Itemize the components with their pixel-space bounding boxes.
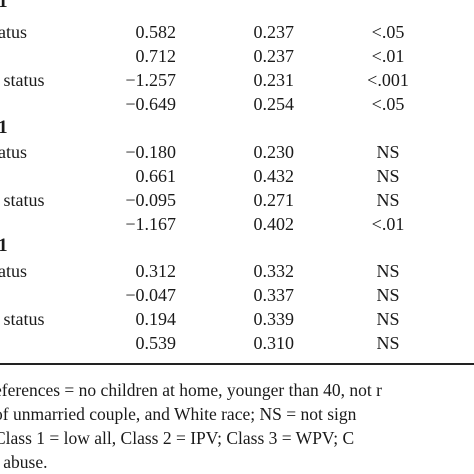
estimate-cell: −1.257 [125, 70, 176, 90]
se-cell: 0.337 [253, 285, 295, 305]
table-bottom-rule [0, 363, 474, 365]
se-cell: 0.432 [253, 166, 295, 186]
p-cell: <.01 [371, 214, 405, 234]
footnote-line: of unmarried couple, and White race; NS … [0, 404, 357, 424]
estimate-cell: −0.095 [125, 190, 176, 210]
estimate-cell: 0.582 [135, 22, 177, 42]
p-cell: NS [376, 285, 400, 305]
se-cell: 0.237 [253, 22, 295, 42]
block-heading: s 1 [0, 117, 8, 138]
p-cell: NS [376, 142, 400, 162]
p-cell: NS [376, 309, 400, 329]
footnote-line: eferences = no children at home, younger… [0, 380, 382, 400]
estimate-cell: 0.539 [135, 333, 177, 353]
footnote-line: l abuse. [0, 452, 48, 472]
row-label: al status [0, 309, 45, 329]
p-cell: NS [376, 261, 400, 281]
estimate-cell: 0.712 [135, 46, 177, 66]
se-cell: 0.402 [253, 214, 295, 234]
row-label: status [0, 142, 28, 162]
estimate-cell: 0.661 [135, 166, 177, 186]
estimate-cell: −0.649 [125, 94, 176, 114]
se-cell: 0.254 [253, 94, 295, 114]
p-cell: <.01 [371, 46, 405, 66]
row-label: al status [0, 70, 45, 90]
estimate-cell: −1.167 [125, 214, 176, 234]
footnote-line: Class 1 = low all, Class 2 = IPV; Class … [0, 428, 355, 448]
block-heading: s 1 [0, 0, 8, 12]
se-cell: 0.237 [253, 46, 295, 66]
se-cell: 0.332 [253, 261, 295, 281]
row-label: al status [0, 190, 45, 210]
estimate-cell: 0.194 [135, 309, 177, 329]
se-cell: 0.271 [253, 190, 295, 210]
p-cell: NS [376, 190, 400, 210]
row-label: status [0, 261, 28, 281]
se-cell: 0.230 [253, 142, 295, 162]
estimate-cell: 0.312 [135, 261, 177, 281]
p-cell: <.001 [367, 70, 409, 90]
estimate-cell: −0.047 [125, 285, 176, 305]
row-label: status [0, 22, 28, 42]
se-cell: 0.339 [253, 309, 295, 329]
p-cell: <.05 [371, 22, 405, 42]
p-cell: <.05 [371, 94, 405, 114]
block-heading: s 1 [0, 235, 8, 256]
se-cell: 0.231 [253, 70, 295, 90]
p-cell: NS [376, 166, 400, 186]
estimate-cell: −0.180 [125, 142, 176, 162]
se-cell: 0.310 [253, 333, 295, 353]
p-cell: NS [376, 333, 400, 353]
